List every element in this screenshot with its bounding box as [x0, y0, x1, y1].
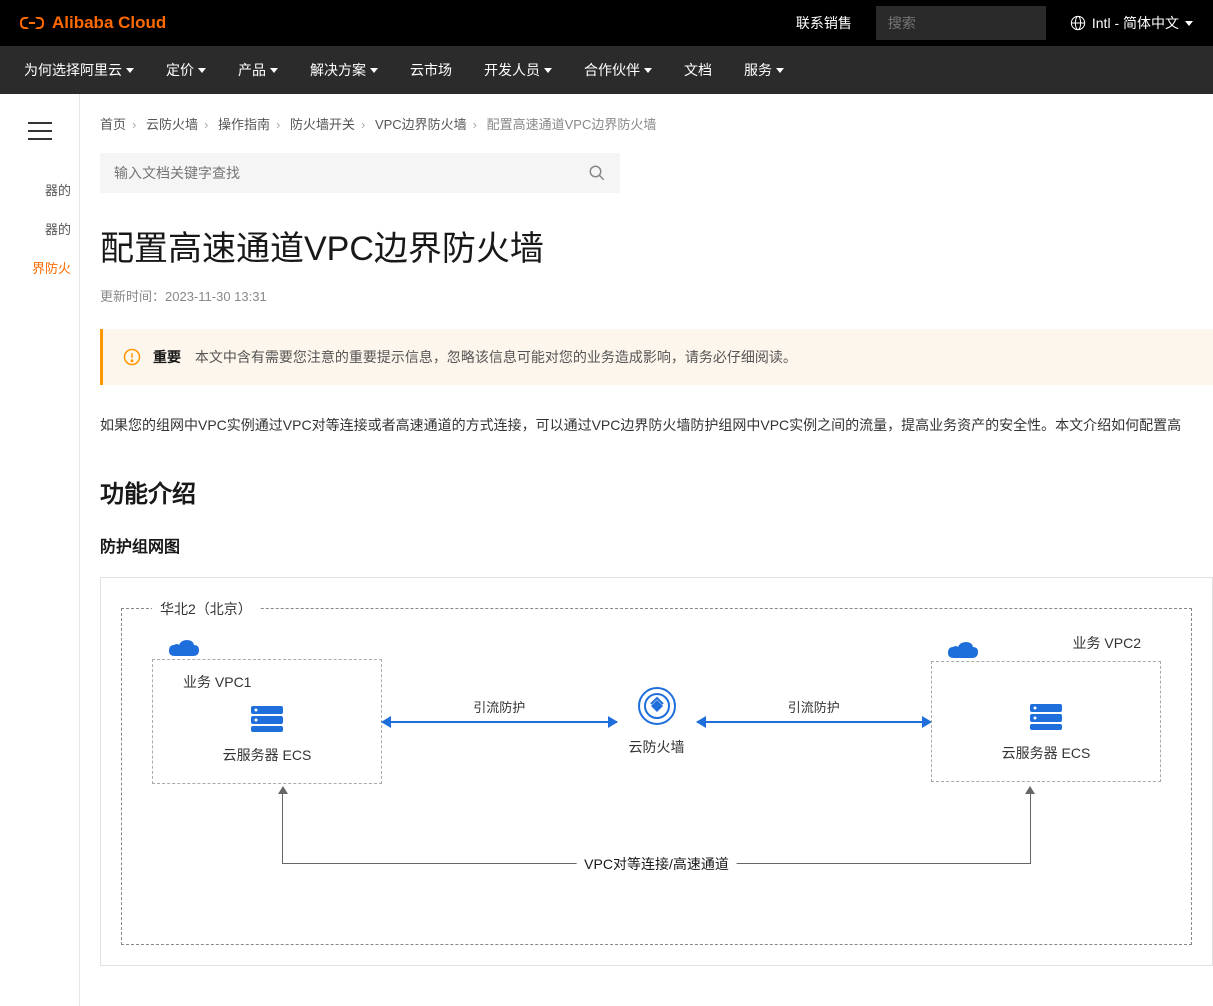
arrow-up-icon: [278, 786, 288, 794]
important-alert: 重要 本文中含有需要您注意的重要提示信息，忽略该信息可能对您的业务造成影响，请务…: [100, 329, 1213, 385]
sidebar-toggle[interactable]: [28, 122, 52, 140]
nav-services[interactable]: 服务: [744, 60, 784, 80]
diagram-middle: 引流防护 云防火墙 引流防护: [382, 686, 931, 757]
chevron-down-icon: [126, 68, 134, 73]
arrow-left: 引流防护: [382, 721, 617, 723]
server-icon: [249, 704, 285, 734]
logo[interactable]: Alibaba Cloud: [20, 11, 166, 35]
ecs-label-2: 云服务器 ECS: [962, 743, 1130, 763]
chevron-down-icon: [270, 68, 278, 73]
arrow-up-icon: [1025, 786, 1035, 794]
firewall-icon: [637, 686, 677, 726]
breadcrumb-1[interactable]: 云防火墙: [146, 117, 198, 132]
subsection-heading: 防护组网图: [100, 533, 1213, 557]
vpc-row: 业务 VPC1 云服务器 ECS 引流防护 云防火墙: [152, 659, 1161, 784]
content: 首页› 云防火墙› 操作指南› 防火墙开关› VPC边界防火墙› 配置高速通道V…: [80, 94, 1213, 1006]
sidebar-item-2[interactable]: 界防火: [0, 248, 79, 287]
sidebar: 器的 器的 界防火: [0, 94, 80, 1006]
sidebar-item-1[interactable]: 器的: [0, 209, 79, 248]
chevron-down-icon: [370, 68, 378, 73]
sidebar-item-0[interactable]: 器的: [0, 170, 79, 209]
cloud-icon: [946, 640, 980, 664]
breadcrumb-current: 配置高速通道VPC边界防火墙: [487, 117, 657, 132]
connection-label: VPC对等连接/高速通道: [576, 854, 737, 874]
flow-label-right: 引流防护: [788, 697, 840, 716]
nav-why[interactable]: 为何选择阿里云: [24, 60, 134, 80]
region-box: 华北2（北京） 业务 VPC1 云服务器 ECS: [121, 608, 1192, 945]
doc-search-input[interactable]: [114, 165, 588, 181]
vpc2-box: 云服务器 ECS: [931, 661, 1161, 782]
nav-solutions[interactable]: 解决方案: [310, 60, 378, 80]
cfw-center: 云防火墙: [617, 686, 697, 757]
nav-marketplace[interactable]: 云市场: [410, 60, 452, 80]
global-search[interactable]: [876, 6, 1046, 40]
nav-bar: 为何选择阿里云 定价 产品 解决方案 云市场 开发人员 合作伙伴 文档 服务: [0, 46, 1213, 94]
network-diagram: 华北2（北京） 业务 VPC1 云服务器 ECS: [100, 577, 1213, 966]
page-title: 配置高速通道VPC边界防火墙: [100, 221, 1213, 270]
chevron-down-icon: [776, 68, 784, 73]
nav-developers[interactable]: 开发人员: [484, 60, 552, 80]
breadcrumb-3[interactable]: 防火墙开关: [290, 117, 355, 132]
nav-docs[interactable]: 文档: [684, 60, 712, 80]
vpc1-wrapper: 业务 VPC1 云服务器 ECS: [152, 659, 382, 784]
cfw-label: 云防火墙: [629, 737, 685, 757]
vpc1-box: 业务 VPC1 云服务器 ECS: [152, 659, 382, 784]
vpc2-wrapper: 业务 VPC2 云服务器 ECS: [931, 661, 1161, 782]
intro-text: 如果您的组网中VPC实例通过VPC对等连接或者高速通道的方式连接，可以通过VPC…: [100, 413, 1213, 438]
main-layout: 器的 器的 界防火 首页› 云防火墙› 操作指南› 防火墙开关› VPC边界防火…: [0, 94, 1213, 1006]
logo-icon: [20, 11, 44, 35]
vpc2-label: 业务 VPC2: [1073, 633, 1141, 653]
flow-label-left: 引流防护: [473, 697, 525, 716]
search-icon: [588, 164, 606, 182]
doc-search[interactable]: [100, 153, 620, 193]
alert-label: 重要: [153, 349, 181, 365]
vpc1-label: 业务 VPC1: [183, 672, 351, 692]
cloud-icon: [167, 638, 201, 662]
breadcrumb-home[interactable]: 首页: [100, 117, 126, 132]
nav-partners[interactable]: 合作伙伴: [584, 60, 652, 80]
bottom-connection: VPC对等连接/高速通道: [152, 794, 1161, 884]
globe-icon: [1070, 15, 1086, 31]
section-heading: 功能介绍: [100, 474, 1213, 509]
region-label: 华北2（北京）: [152, 599, 260, 619]
alert-text: 本文中含有需要您注意的重要提示信息，忽略该信息可能对您的业务造成影响，请务必仔细…: [195, 349, 797, 365]
global-search-input[interactable]: [888, 15, 1069, 31]
breadcrumb-2[interactable]: 操作指南: [218, 117, 270, 132]
nav-products[interactable]: 产品: [238, 60, 278, 80]
breadcrumb: 首页› 云防火墙› 操作指南› 防火墙开关› VPC边界防火墙› 配置高速通道V…: [100, 114, 1213, 133]
chevron-down-icon: [544, 68, 552, 73]
chevron-down-icon: [644, 68, 652, 73]
chevron-down-icon: [1185, 21, 1193, 26]
arrow-right: 引流防护: [697, 721, 932, 723]
contact-sales-link[interactable]: 联系销售: [796, 13, 852, 33]
locale-selector[interactable]: Intl - 简体中文: [1070, 13, 1193, 33]
chevron-down-icon: [198, 68, 206, 73]
locale-text: Intl - 简体中文: [1092, 13, 1179, 33]
update-time: 更新时间：2023-11-30 13:31: [100, 286, 1213, 305]
server-icon: [1028, 702, 1064, 732]
top-header: Alibaba Cloud 联系销售 Intl - 简体中文: [0, 0, 1213, 46]
logo-text: Alibaba Cloud: [52, 13, 166, 33]
nav-pricing[interactable]: 定价: [166, 60, 206, 80]
warning-icon: [123, 348, 141, 366]
ecs-label-1: 云服务器 ECS: [183, 745, 351, 765]
top-header-right: 联系销售 Intl - 简体中文: [796, 6, 1193, 40]
breadcrumb-4[interactable]: VPC边界防火墙: [375, 117, 467, 132]
